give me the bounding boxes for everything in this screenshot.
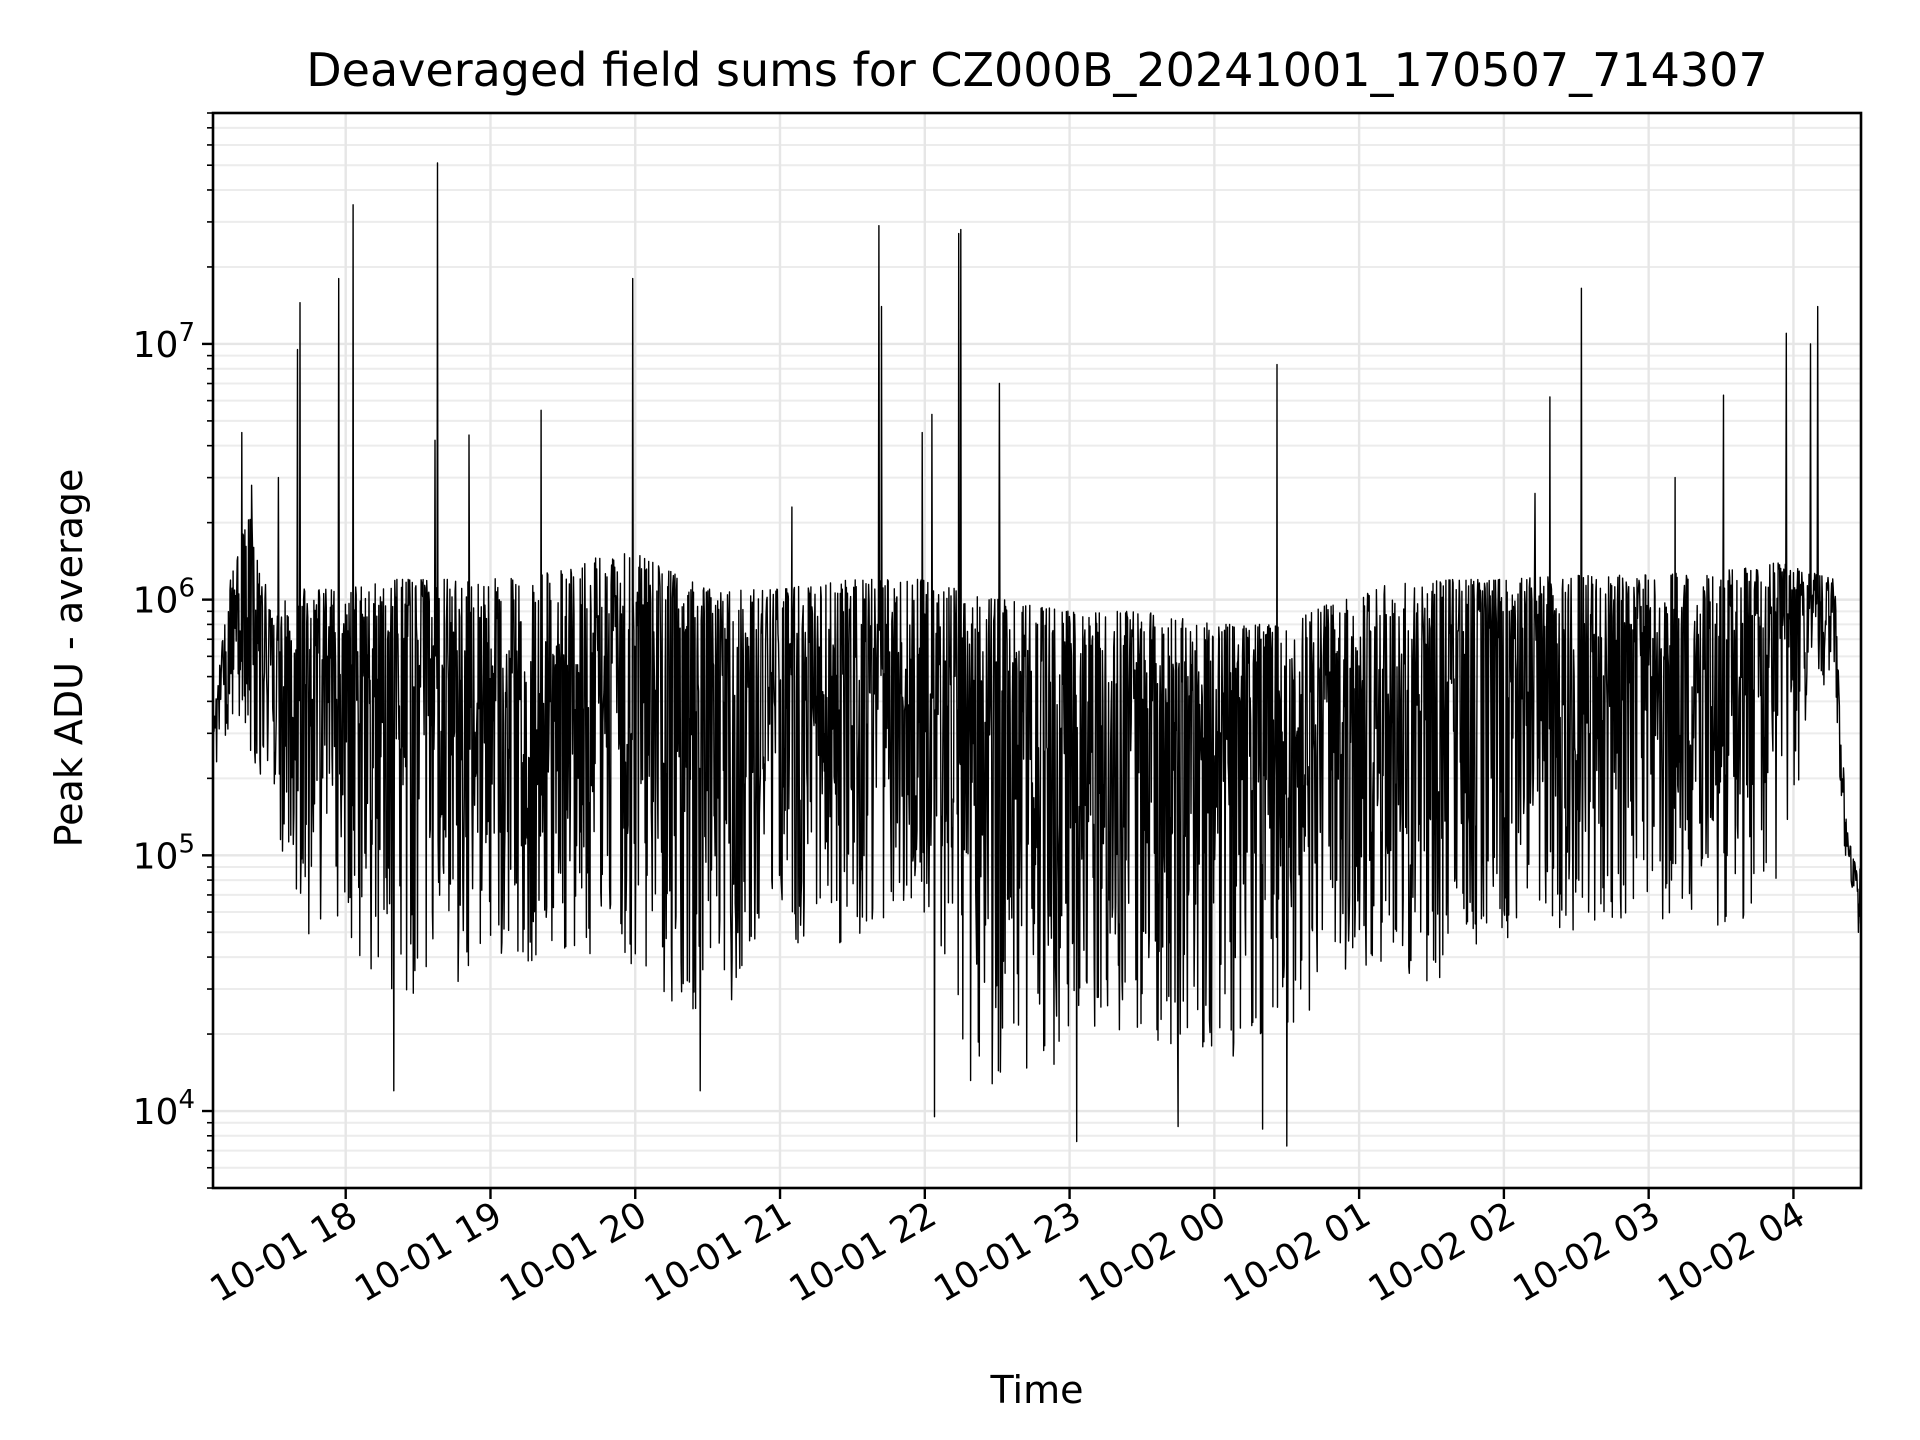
y-tick-labels: 104 105 106 107	[133, 318, 195, 1133]
series-line	[212, 162, 1862, 1147]
plot-frame	[211, 111, 1863, 1190]
y-axis-label: Peak ADU - average	[47, 469, 91, 848]
y-tick-label: 107	[133, 318, 195, 366]
y-tick-label: 105	[133, 829, 195, 877]
y-tick-label: 106	[133, 574, 195, 622]
chart-title: Deaveraged field sums for CZ000B_2024100…	[306, 43, 1767, 97]
series-line-path	[212, 162, 1862, 1147]
axis-ticks	[202, 112, 1795, 1199]
x-axis-label: Time	[990, 1368, 1084, 1412]
y-tick-label: 104	[133, 1085, 195, 1133]
